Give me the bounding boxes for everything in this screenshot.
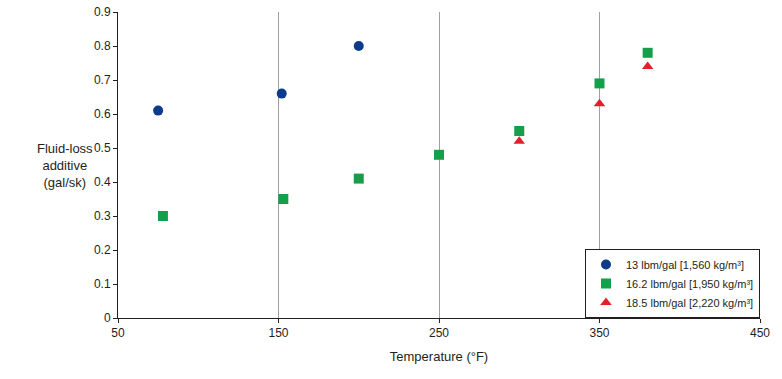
svg-text:150: 150 bbox=[268, 326, 288, 340]
svg-text:0.5: 0.5 bbox=[94, 141, 111, 155]
svg-text:18.5 lbm/gal [2,220 kg/m³]: 18.5 lbm/gal [2,220 kg/m³] bbox=[626, 297, 753, 309]
svg-text:0.3: 0.3 bbox=[94, 209, 111, 223]
svg-text:0.2: 0.2 bbox=[94, 243, 111, 257]
svg-text:0.8: 0.8 bbox=[94, 39, 111, 53]
svg-text:450: 450 bbox=[750, 326, 770, 340]
svg-text:350: 350 bbox=[589, 326, 609, 340]
svg-text:0.4: 0.4 bbox=[94, 175, 111, 189]
svg-text:0.7: 0.7 bbox=[94, 73, 111, 87]
svg-text:0: 0 bbox=[104, 311, 111, 325]
svg-text:0.1: 0.1 bbox=[94, 277, 111, 291]
svg-text:0.9: 0.9 bbox=[94, 5, 111, 19]
svg-text:250: 250 bbox=[429, 326, 449, 340]
svg-text:50: 50 bbox=[111, 326, 125, 340]
svg-text:Temperature (°F): Temperature (°F) bbox=[390, 349, 488, 364]
svg-text:13 lbm/gal [1,560 kg/m³]: 13 lbm/gal [1,560 kg/m³] bbox=[626, 259, 744, 271]
svg-text:0.6: 0.6 bbox=[94, 107, 111, 121]
svg-text:Fluid-lossadditive(gal/sk): Fluid-lossadditive(gal/sk) bbox=[37, 141, 93, 190]
svg-text:16.2 lbm/gal [1,950 kg/m³]: 16.2 lbm/gal [1,950 kg/m³] bbox=[626, 278, 753, 290]
